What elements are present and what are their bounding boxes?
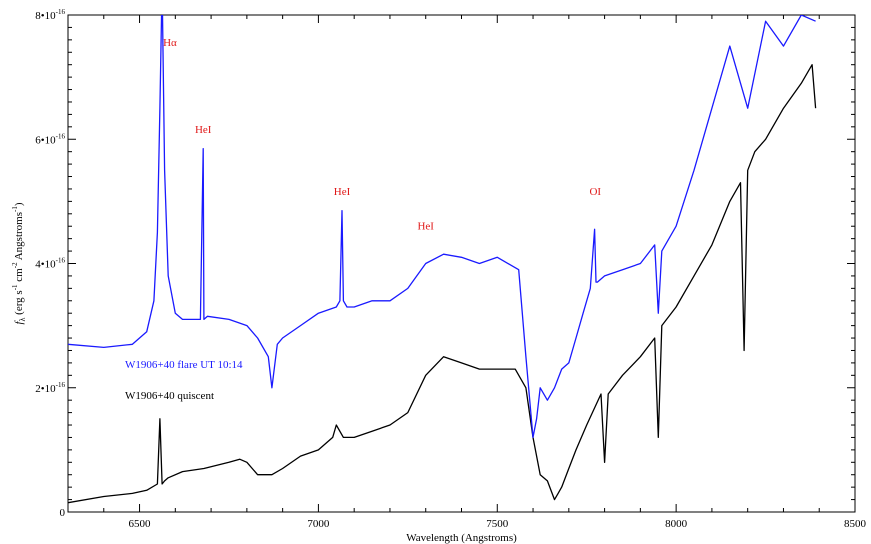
x-tick-label: 7500 (486, 518, 509, 530)
x-tick-label: 6500 (129, 518, 152, 530)
x-tick-label: 8000 (665, 518, 688, 530)
legend-quiescent-label: W1906+40 quiscent (125, 390, 214, 402)
x-axis-ticks: 6500 7000 7500 8000 8500 (67, 15, 867, 530)
legend: W1906+40 flare UT 10:14 W1906+40 quiscen… (125, 359, 243, 402)
emission-line-label: HeI (417, 220, 434, 232)
series-quiescent-line (68, 64, 817, 504)
emission-line-label: HeI (195, 124, 212, 136)
x-axis-title: Wavelength (Angstroms) (406, 532, 517, 544)
plot-frame (67, 14, 856, 513)
x-tick-label: 8500 (844, 518, 867, 530)
y-tick-label: 4•10-16 (35, 257, 65, 271)
y-tick-label: 8•10-16 (35, 8, 65, 22)
plot-border (67, 14, 856, 513)
y-tick-label: 0 (60, 507, 66, 519)
x-tick-label: 7000 (307, 518, 330, 530)
y-tick-label: 2•10-16 (35, 381, 65, 395)
y-axis-title: fλ (erg s-1 cm-2 Angstroms-1) (11, 202, 27, 324)
emission-line-label: OI (589, 186, 601, 198)
y-axis-ticks: 0 2•10-16 4•10-16 6•10-16 8•10-16 (35, 8, 855, 519)
series-flare-line (68, 15, 816, 439)
emission-line-label: HeI (334, 186, 351, 198)
series-layer (68, 15, 817, 504)
y-tick-label: 6•10-16 (35, 132, 65, 146)
legend-flare-label: W1906+40 flare UT 10:14 (125, 359, 243, 371)
annotations: Hα HeI HeI HeI OI (163, 37, 601, 232)
emission-line-label: Hα (163, 37, 177, 49)
